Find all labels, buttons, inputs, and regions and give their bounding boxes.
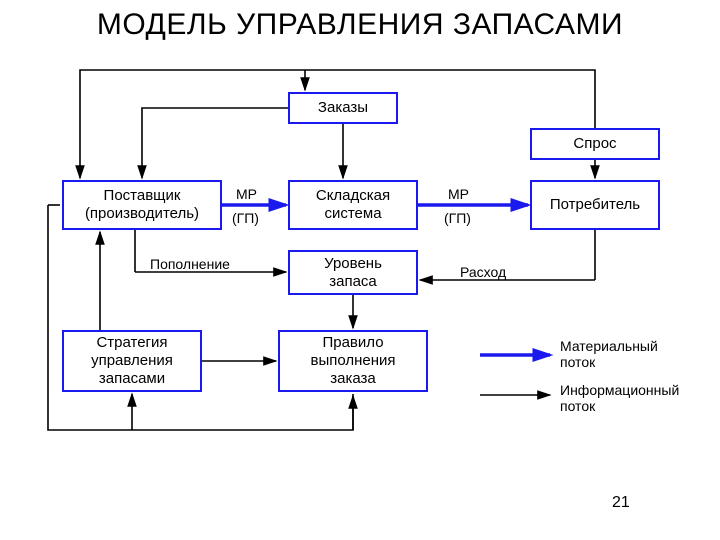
node-consumer-label: Потребитель [550, 196, 640, 214]
legend-info-label: Информационный поток [560, 382, 679, 414]
label-consume: Расход [460, 264, 506, 280]
node-orders-label: Заказы [318, 99, 368, 117]
node-warehouse-label: Складская система [316, 187, 390, 223]
label-mr2: МР [448, 186, 469, 202]
node-consumer: Потребитель [530, 180, 660, 230]
page-title: МОДЕЛЬ УПРАВЛЕНИЯ ЗАПАСАМИ [0, 8, 720, 42]
node-strategy: Стратегия управления запасами [62, 330, 202, 392]
label-gp1: (ГП) [232, 210, 259, 226]
node-rule: Правило выполнения заказа [278, 330, 428, 392]
legend-material-label: Материальный поток [560, 338, 658, 370]
node-demand: Спрос [530, 128, 660, 160]
label-mr1: МР [236, 186, 257, 202]
node-level: Уровень запаса [288, 250, 418, 295]
node-rule-label: Правило выполнения заказа [310, 334, 395, 388]
node-demand-label: Спрос [573, 135, 616, 153]
node-strategy-label: Стратегия управления запасами [91, 334, 173, 388]
node-supplier-label: Поставщик (производитель) [85, 187, 199, 223]
page-number: 21 [612, 494, 630, 512]
node-supplier: Поставщик (производитель) [62, 180, 222, 230]
label-replenish: Пополнение [150, 256, 230, 272]
node-warehouse: Складская система [288, 180, 418, 230]
node-orders: Заказы [288, 92, 398, 124]
label-gp2: (ГП) [444, 210, 471, 226]
node-level-label: Уровень запаса [324, 255, 382, 291]
